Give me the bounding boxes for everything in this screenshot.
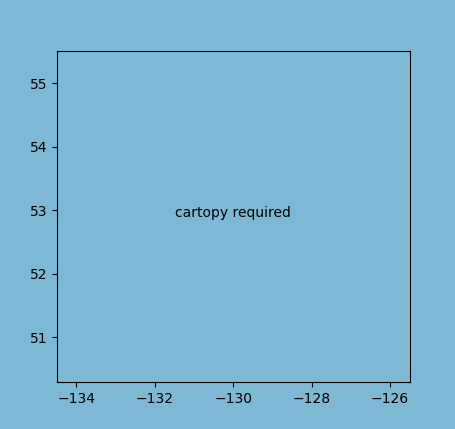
Text: cartopy required: cartopy required	[175, 205, 291, 220]
